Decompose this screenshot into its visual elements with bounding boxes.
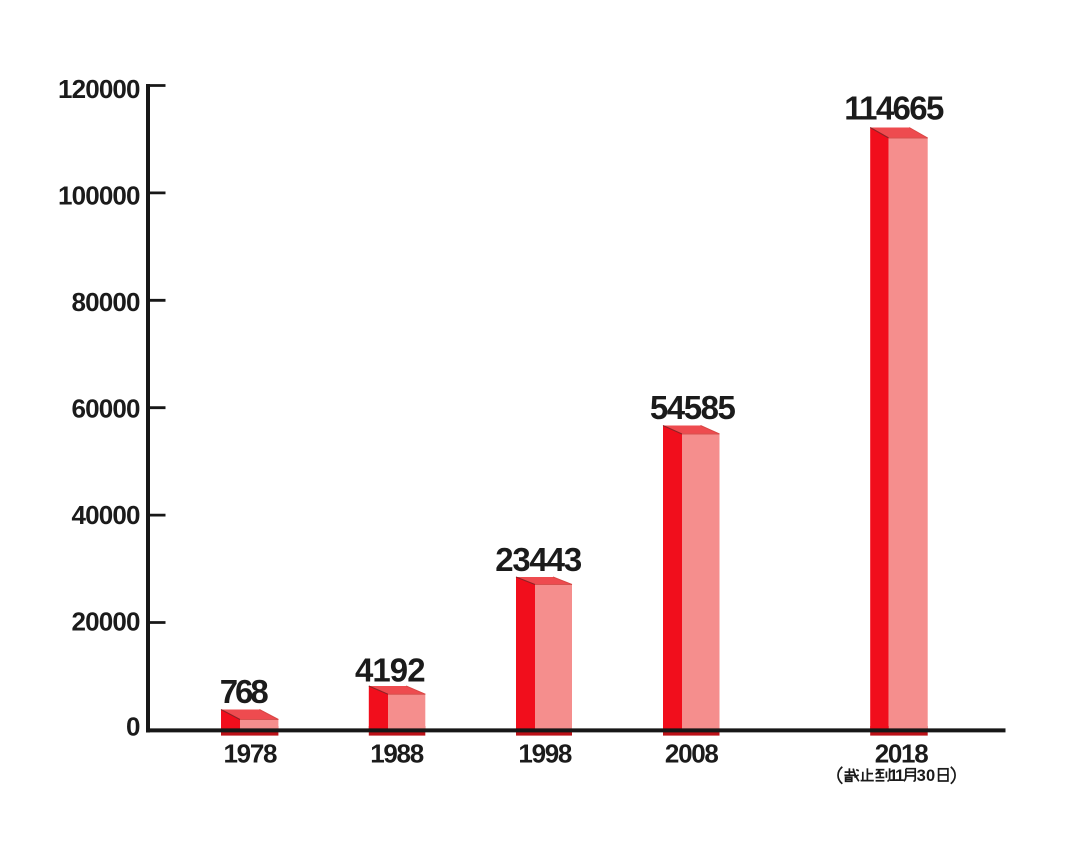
svg-text:120000: 120000 xyxy=(58,74,141,104)
svg-text:20000: 20000 xyxy=(72,607,141,637)
svg-text:2018: 2018 xyxy=(875,739,929,769)
svg-text:100000: 100000 xyxy=(58,180,141,210)
svg-text:0: 0 xyxy=(126,711,140,741)
svg-text:23443: 23443 xyxy=(495,541,582,578)
svg-text:11: 11 xyxy=(889,767,904,785)
svg-text:114665: 114665 xyxy=(844,89,944,126)
svg-text:54585: 54585 xyxy=(650,389,736,426)
svg-text:2008: 2008 xyxy=(665,739,719,769)
svg-text:1988: 1988 xyxy=(370,739,424,769)
svg-text:30: 30 xyxy=(917,767,936,785)
svg-text:4192: 4192 xyxy=(355,652,426,689)
svg-text:768: 768 xyxy=(220,673,269,710)
svg-text:80000: 80000 xyxy=(72,287,141,317)
svg-text:40000: 40000 xyxy=(72,500,141,530)
svg-text:1978: 1978 xyxy=(224,739,278,769)
svg-text:1998: 1998 xyxy=(518,739,572,769)
svg-text:60000: 60000 xyxy=(72,394,141,424)
